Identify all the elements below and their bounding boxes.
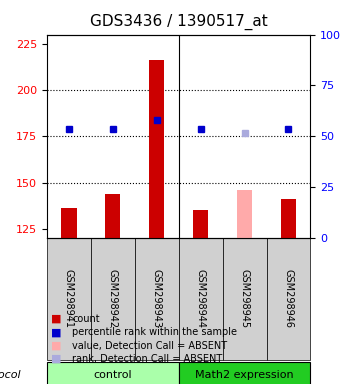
Bar [281, 199, 296, 238]
Text: GSM298943: GSM298943 [152, 268, 162, 328]
FancyBboxPatch shape [179, 362, 310, 384]
Bar [105, 194, 121, 238]
Text: ■: ■ [51, 314, 61, 324]
Text: ■: ■ [51, 354, 61, 364]
Text: percentile rank within the sample: percentile rank within the sample [72, 327, 237, 337]
Text: ■: ■ [51, 341, 61, 351]
Text: control: control [93, 371, 132, 381]
FancyBboxPatch shape [179, 238, 223, 361]
Text: rank, Detection Call = ABSENT: rank, Detection Call = ABSENT [72, 354, 222, 364]
Text: GSM298944: GSM298944 [196, 268, 206, 328]
Text: Math2 expression: Math2 expression [195, 371, 294, 381]
Bar [149, 60, 164, 238]
FancyBboxPatch shape [47, 362, 179, 384]
Text: GSM298941: GSM298941 [64, 268, 74, 328]
Text: value, Detection Call = ABSENT: value, Detection Call = ABSENT [72, 341, 227, 351]
Text: GSM298942: GSM298942 [108, 268, 118, 328]
FancyBboxPatch shape [266, 238, 310, 361]
Text: protocol: protocol [0, 371, 21, 381]
FancyBboxPatch shape [91, 238, 135, 361]
Text: count: count [72, 314, 100, 324]
Text: ■: ■ [51, 327, 61, 337]
Bar [193, 210, 208, 238]
Text: GSM298945: GSM298945 [240, 268, 249, 328]
Title: GDS3436 / 1390517_at: GDS3436 / 1390517_at [90, 14, 268, 30]
Text: GSM298946: GSM298946 [283, 268, 293, 328]
FancyBboxPatch shape [47, 238, 91, 361]
Bar [61, 209, 77, 238]
Bar [237, 190, 252, 238]
FancyBboxPatch shape [135, 238, 179, 361]
FancyBboxPatch shape [223, 238, 266, 361]
